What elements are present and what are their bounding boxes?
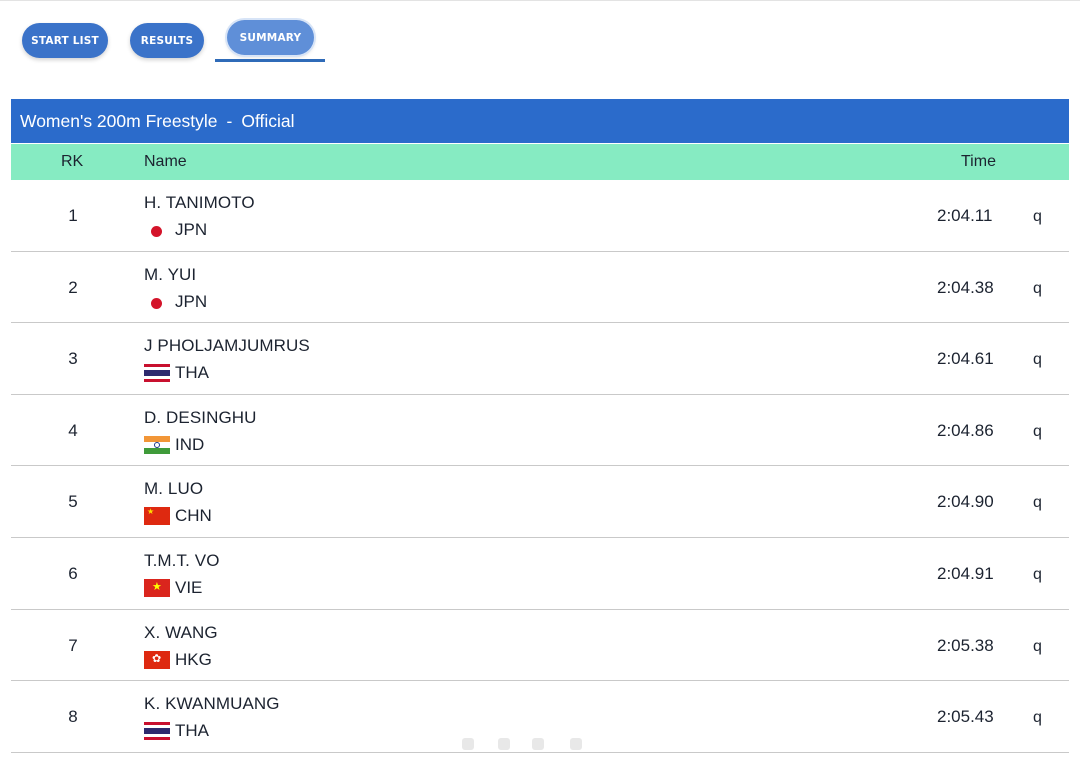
nation: JPN — [144, 292, 207, 312]
result-time: 2:04.86 — [937, 420, 994, 440]
table-row[interactable]: 2 M. YUI JPN 2:04.38 q — [11, 251, 1069, 324]
vietnam-flag-icon: ★ — [144, 578, 170, 597]
nation: ★ VIE — [144, 578, 202, 598]
table-row[interactable]: 5 M. LUO ★ CHN 2:04.90 q — [11, 466, 1069, 538]
country-code: HKG — [175, 649, 212, 669]
nation: ✿ HKG — [144, 650, 212, 670]
row-rank: 7 — [68, 635, 78, 655]
row-rank: 8 — [68, 707, 78, 727]
row-rank: 5 — [68, 492, 78, 512]
athlete-name[interactable]: H. TANIMOTO — [144, 193, 255, 212]
result-time: 2:04.38 — [937, 277, 994, 297]
athlete-name[interactable]: D. DESINGHU — [144, 407, 257, 427]
qualification-mark: q — [1033, 565, 1042, 583]
row-rank: 3 — [68, 349, 78, 369]
active-tab-indicator — [215, 59, 325, 62]
qualification-mark: q — [1033, 351, 1042, 369]
nation: THA — [144, 363, 209, 383]
table-row[interactable]: 6 T.M.T. VO ★ VIE 2:04.91 q — [11, 537, 1069, 610]
country-code: IND — [175, 434, 205, 454]
athlete-name[interactable]: M. YUI — [144, 264, 197, 284]
event-title: Women's 200m Freestyle — [20, 110, 218, 131]
event-status: Official — [241, 110, 295, 131]
qualification-mark: q — [1033, 494, 1042, 512]
table-header: RK Name Time — [11, 143, 1069, 180]
thailand-flag-icon — [144, 722, 170, 741]
india-flag-icon — [144, 435, 170, 454]
country-code: CHN — [175, 506, 212, 526]
title-separator: - — [226, 110, 233, 131]
qualification-mark: q — [1033, 709, 1042, 727]
china-flag-icon: ★ — [144, 507, 170, 526]
table-row[interactable]: 1 H. TANIMOTO JPN 2:04.11 q — [11, 180, 1069, 252]
tab-summary[interactable]: SUMMARY — [227, 20, 314, 55]
qualification-mark: q — [1033, 208, 1042, 225]
table-row[interactable]: 8 K. KWANMUANG THA 2:05.43 q — [11, 681, 1069, 753]
country-code: THA — [175, 363, 209, 383]
result-time: 2:04.11 — [937, 206, 993, 225]
event-title-bar: Women's 200m Freestyle - Official — [11, 99, 1069, 143]
athlete-name[interactable]: T.M.T. VO — [144, 550, 220, 570]
tab-start-list[interactable]: START LIST — [22, 23, 108, 58]
column-header-time: Time — [961, 153, 996, 170]
watermark-overlay — [458, 732, 618, 754]
athlete-name[interactable]: J PHOLJAMJUMRUS — [144, 336, 310, 356]
country-code: VIE — [175, 577, 203, 597]
country-code: JPN — [175, 291, 208, 311]
top-divider — [0, 0, 1080, 1]
result-time: 2:05.38 — [937, 635, 994, 655]
nation: THA — [144, 721, 209, 741]
qualification-mark: q — [1033, 422, 1042, 440]
result-time: 2:04.91 — [937, 563, 994, 583]
table-row[interactable]: 7 X. WANG ✿ HKG 2:05.38 q — [11, 609, 1069, 682]
japan-flag-icon — [144, 221, 170, 239]
athlete-name[interactable]: X. WANG — [144, 622, 218, 642]
qualification-mark: q — [1033, 637, 1042, 655]
country-code: JPN — [175, 220, 208, 239]
qualification-mark: q — [1033, 279, 1042, 297]
result-time: 2:05.43 — [937, 707, 994, 727]
athlete-name[interactable]: K. KWANMUANG — [144, 694, 280, 714]
athlete-name[interactable]: M. LUO — [144, 479, 204, 499]
nation: ★ CHN — [144, 506, 212, 526]
table-row[interactable]: 3 J PHOLJAMJUMRUS THA 2:04.61 q — [11, 323, 1069, 395]
result-time: 2:04.61 — [937, 349, 994, 369]
row-rank: 2 — [68, 277, 78, 297]
hong-kong-flag-icon: ✿ — [144, 650, 170, 669]
row-rank: 4 — [68, 420, 78, 440]
column-header-name: Name — [144, 153, 187, 170]
japan-flag-icon — [144, 293, 170, 311]
table-row[interactable]: 4 D. DESINGHU IND 2:04.86 q — [11, 394, 1069, 467]
result-time: 2:04.90 — [937, 492, 994, 512]
nation: JPN — [144, 220, 207, 240]
country-code: THA — [175, 721, 209, 741]
thailand-flag-icon — [144, 364, 170, 383]
result-tabs: START LIST RESULTS SUMMARY — [0, 0, 1080, 70]
row-rank: 1 — [68, 206, 78, 225]
nation: IND — [144, 435, 204, 455]
tab-results[interactable]: RESULTS — [130, 23, 204, 58]
column-header-rank: RK — [61, 153, 84, 170]
results-panel: Women's 200m Freestyle - Official RK Nam… — [11, 99, 1069, 753]
row-rank: 6 — [68, 563, 78, 583]
